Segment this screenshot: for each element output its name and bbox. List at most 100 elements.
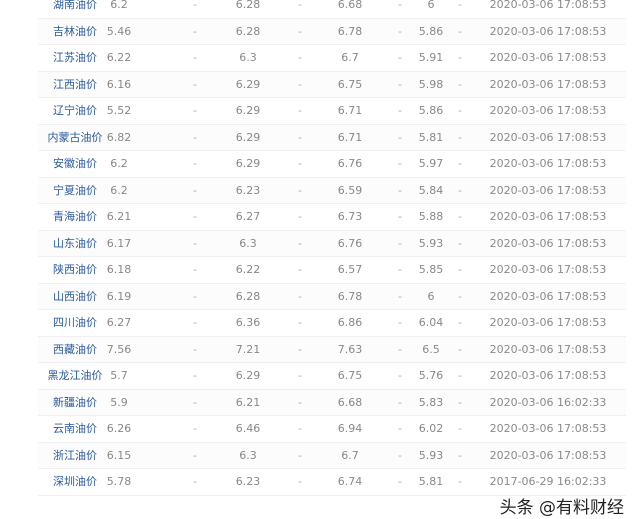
region-link[interactable]: 青海油价 (53, 210, 97, 223)
region-link[interactable]: 西藏油价 (53, 342, 97, 356)
table-row: 浙江油价 6.15-6.3-6.7-5.93-2020-03-06 17:08:5… (38, 442, 626, 469)
price-2: 6.29 (235, 157, 261, 170)
change-3: - (398, 183, 402, 197)
table-row: 江苏油价 6.22 - 6.3 - 6.7 - 5.91 - 2020-03-06 17:08:5… (38, 45, 626, 72)
price-3: 6.74 (337, 475, 363, 488)
table-row: 山西油价 6.19 - 6.28 - 6.78 - 6 - 2020-03-06 17:08:53 (38, 283, 626, 310)
change-2: - (298, 236, 302, 250)
price-4: 5.93 (418, 448, 444, 462)
change-1: - (193, 183, 197, 197)
region-link[interactable]: 山东油价 (53, 236, 97, 250)
price-4: 6 (427, 0, 435, 11)
change-3: - (398, 77, 402, 91)
region-link[interactable]: 浙江油价 (53, 448, 97, 462)
region-link[interactable]: 内蒙古油价 (47, 130, 103, 144)
price-1: 6.15 (106, 448, 132, 462)
change-2: - (298, 422, 302, 435)
region-link[interactable]: 江苏油价 (53, 51, 97, 64)
price-4: 5.97 (418, 157, 444, 170)
change-1: - (193, 395, 197, 409)
change-4: - (458, 422, 462, 435)
region-link[interactable]: 江西油价 (53, 77, 97, 91)
change-2: - (298, 369, 302, 382)
change-3: - (398, 51, 402, 64)
price-2: 6.29 (235, 77, 261, 91)
price-2: 6.28 (235, 0, 261, 11)
change-3: - (398, 342, 402, 356)
change-1: - (193, 77, 197, 91)
change-4: - (458, 342, 462, 356)
table-row: 湖南油价 6.2 - 6.28 - 6.68 - 6 - 2020-03-06 17:08:53 (38, 0, 626, 19)
price-3: 6.71 (337, 104, 363, 117)
price-3: 6.68 (337, 0, 363, 11)
price-4: 6.04 (418, 316, 444, 329)
region-link[interactable]: 湖南油价 (53, 0, 97, 11)
price-4: 5.93 (418, 236, 444, 250)
region-link[interactable]: 云南油价 (53, 422, 97, 435)
table-row: 新疆油价 5.9-6.21-6.68-5.83-2020-03-06 16:02:… (38, 389, 626, 416)
price-2: 6.29 (235, 369, 261, 382)
region-link[interactable]: 辽宁油价 (53, 104, 97, 117)
change-4: - (458, 24, 462, 38)
table-row: 西藏油价 7.56 - 7.21 - 7.63 - 6.5 - 2020-03-06 17:08:… (38, 336, 626, 363)
table-row: 吉林油价 5.46-6.28-6.78-5.86-2020-03-06 17:08… (38, 18, 626, 45)
price-1: 6.82 (106, 130, 132, 144)
change-1: - (193, 210, 197, 223)
price-1: 6.26 (106, 422, 132, 435)
price-1: 6.22 (106, 51, 132, 64)
change-2: - (298, 183, 302, 197)
change-4: - (458, 157, 462, 170)
price-2: 6.29 (235, 104, 261, 117)
table-row: 安徽油价 6.2 - 6.29 - 6.76 - 5.97 - 2020-03-06 17:08:… (38, 151, 626, 178)
price-4: 5.86 (418, 24, 444, 38)
change-4: - (458, 369, 462, 382)
change-4: - (458, 316, 462, 329)
price-2: 6.21 (235, 395, 261, 409)
change-1: - (193, 130, 197, 144)
region-link[interactable]: 吉林油价 (53, 24, 97, 38)
region-link[interactable]: 黑龙江油价 (47, 369, 103, 382)
change-1: - (193, 422, 197, 435)
change-2: - (298, 289, 302, 303)
table-row: 深圳油价 5.78 - 6.23 - 6.74 - 5.81 - 2017-06-29 16:02… (38, 469, 626, 496)
change-1: - (193, 51, 197, 64)
table-row: 陕西油价 6.18 - 6.22 - 6.57 - 5.85 - 2020-03-06 17:08… (38, 257, 626, 284)
price-4: 6.5 (422, 342, 440, 356)
update-time: 2020-03-06 17:08:53 (489, 289, 607, 303)
change-2: - (298, 24, 302, 38)
region-link[interactable]: 安徽油价 (53, 157, 97, 170)
change-4: - (458, 236, 462, 250)
change-4: - (458, 104, 462, 117)
change-1: - (193, 24, 197, 38)
price-4: 5.83 (418, 395, 444, 409)
price-3: 6.73 (337, 210, 363, 223)
update-time: 2020-03-06 17:08:53 (489, 130, 607, 144)
region-link[interactable]: 深圳油价 (53, 475, 97, 488)
change-4: - (458, 210, 462, 223)
price-4: 6.02 (418, 422, 444, 435)
price-1: 6.17 (106, 236, 132, 250)
price-1: 6.19 (106, 289, 132, 303)
table-row: 青海油价 6.21 - 6.27 - 6.73 - 5.88 - 2020-03-06 17:08… (38, 204, 626, 231)
change-4: - (458, 130, 462, 144)
price-2: 7.21 (235, 342, 261, 356)
region-link[interactable]: 陕西油价 (53, 263, 97, 276)
region-link[interactable]: 山西油价 (53, 289, 97, 303)
price-4: 5.85 (418, 263, 444, 276)
price-3: 6.94 (337, 422, 363, 435)
change-2: - (298, 157, 302, 170)
change-3: - (398, 130, 402, 144)
price-2: 6.3 (239, 236, 257, 250)
update-time: 2020-03-06 17:08:53 (489, 77, 607, 91)
region-link[interactable]: 四川油价 (53, 316, 97, 329)
price-1: 5.78 (106, 475, 132, 488)
price-2: 6.3 (239, 51, 257, 64)
change-1: - (193, 0, 197, 11)
change-1: - (193, 475, 197, 488)
update-time: 2020-03-06 17:08:53 (489, 263, 607, 276)
region-link[interactable]: 宁夏油价 (53, 183, 97, 197)
region-link[interactable]: 新疆油价 (53, 395, 97, 409)
change-3: - (398, 289, 402, 303)
price-2: 6.36 (235, 316, 261, 329)
change-3: - (398, 422, 402, 435)
